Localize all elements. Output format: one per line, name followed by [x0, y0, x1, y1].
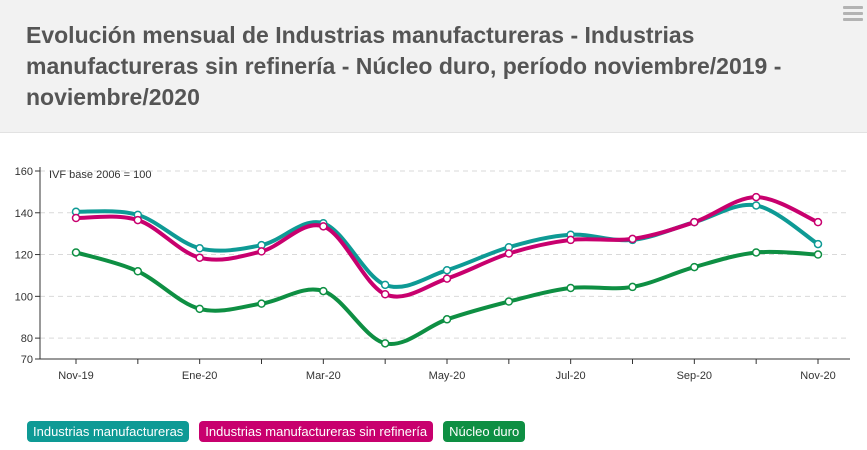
- series-3-point: [133, 267, 143, 276]
- series-1-point: [195, 244, 204, 253]
- series-1-point: [442, 265, 452, 275]
- series-2-point: [319, 222, 328, 231]
- menu-bar: [843, 12, 863, 15]
- series-3-point: [319, 286, 328, 296]
- series-2-point: [380, 289, 390, 299]
- line-chart: 70 80 100 120 140 160 IVF base 2006 = 100 Nov-1…: [15, 166, 850, 382]
- series-3-point: [504, 297, 514, 306]
- y-tick-label: 80: [21, 333, 33, 345]
- series-3-point: [257, 299, 266, 308]
- chart-header: Evolución mensual de Industrias manufact…: [0, 0, 867, 133]
- x-tick-label: Nov-20: [800, 370, 835, 382]
- menu-bar: [843, 18, 863, 21]
- x-tick-label: May-20: [429, 370, 466, 382]
- series-2-point: [628, 234, 637, 244]
- series-2-point: [751, 192, 761, 202]
- series-2-point: [504, 249, 514, 258]
- x-tick-label: Nov-19: [58, 370, 93, 382]
- series-3-point: [751, 248, 761, 257]
- series-2-point: [133, 215, 143, 225]
- series-2-point: [690, 217, 699, 227]
- legend-item[interactable]: Industrias manufactureras sin refinería: [199, 421, 434, 442]
- series-3-point: [380, 339, 390, 348]
- series-3-line: [74, 249, 820, 346]
- menu-bar: [843, 6, 863, 9]
- y-tick-label: 140: [15, 208, 33, 220]
- series-3-point: [442, 315, 452, 324]
- legend-item[interactable]: Industrias manufactureras: [27, 421, 190, 442]
- series-2-point: [71, 213, 81, 223]
- series-2-point: [195, 253, 204, 262]
- series-1-point: [751, 201, 761, 210]
- x-tick-label: Sep-20: [677, 370, 712, 382]
- y-tick-label: 100: [15, 291, 33, 303]
- series-2-point: [442, 274, 452, 283]
- x-tick-label: Ene-20: [182, 370, 217, 382]
- series-3-point: [566, 283, 575, 293]
- series-3-point: [690, 262, 699, 272]
- series-2-point: [257, 247, 266, 256]
- series-3-point: [628, 282, 637, 292]
- y-axis-label: IVF base 2006 = 100: [49, 169, 151, 181]
- series-2-point: [566, 235, 575, 245]
- y-tick-label: 70: [21, 354, 33, 366]
- series-2-point: [813, 217, 823, 227]
- series-3-point: [813, 250, 823, 259]
- series-1-point: [813, 239, 823, 249]
- legend-item[interactable]: Núcleo duro: [443, 421, 526, 442]
- series-3-point: [71, 248, 81, 257]
- hamburger-menu-icon[interactable]: [843, 6, 863, 28]
- x-tick-label: Jul-20: [556, 370, 586, 382]
- series-3-point: [195, 304, 204, 314]
- chart-legend: Industrias manufactureras Industrias manu…: [27, 421, 526, 442]
- series-1-point: [380, 280, 390, 290]
- chart-title: Evolución mensual de Industrias manufact…: [26, 22, 782, 110]
- y-tick-label: 120: [15, 250, 33, 262]
- x-tick-label: Mar-20: [306, 370, 341, 382]
- y-tick-label: 160: [15, 166, 33, 178]
